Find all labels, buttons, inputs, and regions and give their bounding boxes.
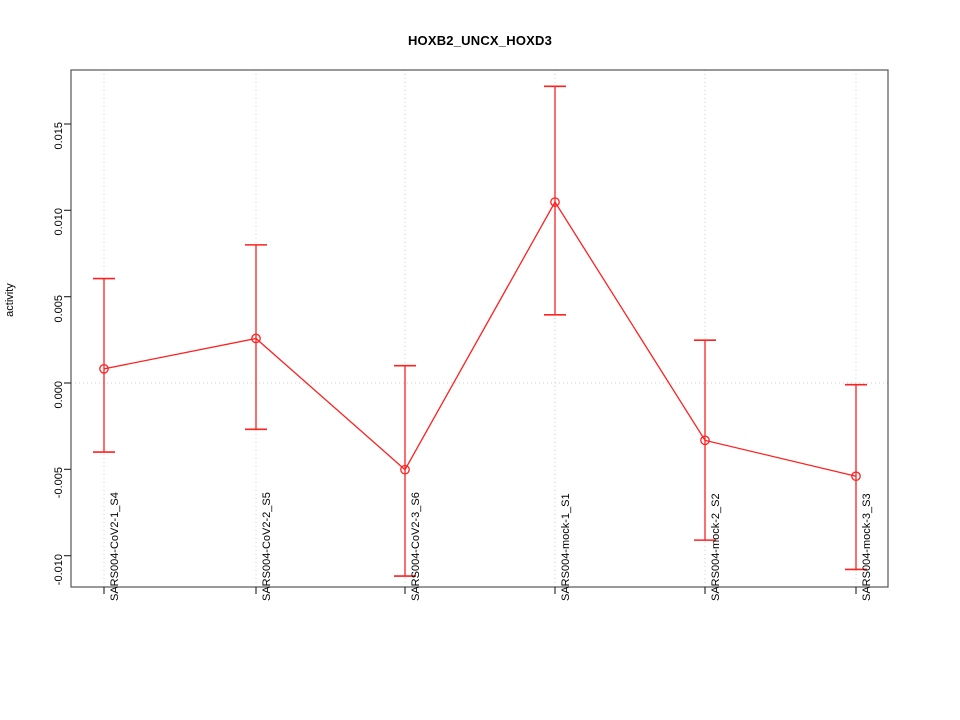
y-axis-tick-label: -0.010 [53, 553, 65, 585]
y-axis-tick-label: 0.000 [53, 381, 65, 409]
data-point-marker [700, 435, 710, 446]
y-axis-tick-label: 0.015 [53, 122, 65, 150]
page-title: HOXB2_UNCX_HOXD3 [407, 33, 553, 48]
plot-frame [70, 69, 889, 588]
x-axis-tick-label: SARS004-CoV2-1_S4 [109, 492, 121, 601]
x-axis-tick-label: SARS004-mock-3_S3 [861, 493, 873, 601]
series-line [103, 200, 857, 477]
y-axis-tick-label: 0.005 [53, 294, 65, 323]
data-point-markers [99, 197, 861, 482]
x-axis-tick-label: SARS004-CoV2-2_S5 [261, 492, 273, 601]
x-axis-tick-label: SARS004-mock-1_S1 [560, 493, 572, 601]
plot-frame-rect [70, 69, 889, 588]
x-axis-ticks [103, 587, 857, 594]
data-point-marker [400, 464, 410, 475]
data-point-marker [251, 333, 261, 344]
data-point-marker [550, 197, 560, 207]
data-point-marker [99, 363, 109, 374]
error-bars-group [93, 85, 867, 577]
y-axis-tick-label: 0.010 [53, 208, 65, 236]
data-point-marker [851, 471, 861, 482]
y-axis-ticks [64, 123, 71, 557]
y-axis-tick-label: -0.005 [53, 467, 65, 499]
gridlines-group [71, 70, 888, 587]
x-axis-tick-label: SARS004-CoV2-3_S6 [410, 492, 422, 601]
x-axis-tick-label: SARS004-mock-2_S2 [710, 493, 722, 601]
data-series-line [103, 200, 857, 477]
